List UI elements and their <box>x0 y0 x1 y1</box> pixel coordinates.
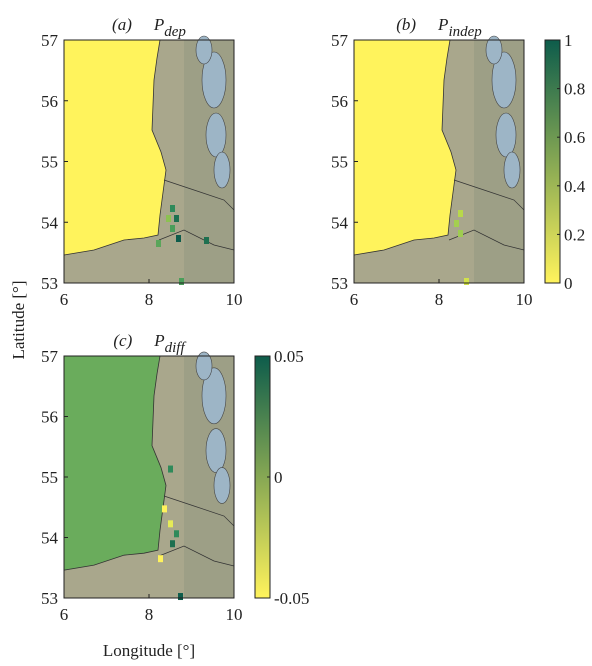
panel-label: (a) <box>112 15 132 34</box>
colorbar-tick-label: -0.05 <box>274 589 309 608</box>
cell <box>168 520 173 527</box>
y-tick-label: 56 <box>331 92 348 111</box>
cell <box>168 466 173 473</box>
lake <box>496 113 516 157</box>
x-tick-label: 8 <box>145 605 154 624</box>
cell <box>170 540 175 547</box>
sea <box>64 356 166 570</box>
colorbar-tick-label: 0 <box>274 468 283 487</box>
colorbar-tick-label: 0 <box>564 274 573 293</box>
map-panel <box>64 36 234 285</box>
colorbar-tick-label: 0.05 <box>274 347 304 366</box>
title-symbol: P <box>153 15 164 34</box>
panel-title: (c) Pdiff <box>113 331 186 356</box>
cell <box>174 215 179 222</box>
cell <box>158 555 163 562</box>
cell <box>170 205 175 212</box>
x-tick-label: 6 <box>350 290 359 309</box>
x-tick-label: 10 <box>226 605 243 624</box>
x-axis-label: Longitude [°] <box>103 641 195 660</box>
y-tick-label: 56 <box>41 408 58 427</box>
x-tick-label: 6 <box>60 605 69 624</box>
sea <box>354 40 456 255</box>
y-tick-label: 54 <box>331 213 349 232</box>
cell <box>166 215 171 222</box>
cell <box>454 220 459 227</box>
y-tick-label: 53 <box>331 274 348 293</box>
lake <box>214 152 230 188</box>
cell <box>179 278 184 285</box>
panel-title: (b) Pindep <box>396 15 482 40</box>
cell <box>176 235 181 242</box>
title-subscript: dep <box>164 24 186 40</box>
map-panel <box>64 352 234 600</box>
sea <box>64 40 166 255</box>
panel-label: (b) <box>396 15 416 34</box>
title-symbol: P <box>437 15 448 34</box>
x-tick-label: 6 <box>60 290 69 309</box>
y-axis-label: Latitude [°] <box>9 280 28 359</box>
y-tick-label: 56 <box>41 92 58 111</box>
lake <box>206 113 226 157</box>
cell <box>156 240 161 247</box>
x-tick-label: 8 <box>435 290 444 309</box>
y-tick-label: 54 <box>41 529 59 548</box>
cell <box>178 593 183 600</box>
y-tick-label: 57 <box>41 347 59 366</box>
cell <box>458 230 463 237</box>
y-tick-label: 55 <box>331 153 348 172</box>
cell <box>204 237 209 244</box>
map-panel <box>354 36 524 285</box>
panel-label: (c) <box>113 331 132 350</box>
y-tick-label: 57 <box>331 31 349 50</box>
y-tick-label: 53 <box>41 274 58 293</box>
x-tick-label: 8 <box>145 290 154 309</box>
cell <box>458 210 463 217</box>
lake <box>214 467 230 503</box>
colorbar-tick-label: 0.8 <box>564 80 585 99</box>
cell <box>174 530 179 537</box>
lake <box>206 429 226 473</box>
title-symbol: P <box>153 331 164 350</box>
figure: 68105354555657(a)Pdep68105354555657(b)Pi… <box>0 0 592 666</box>
cell <box>170 225 175 232</box>
lake <box>504 152 520 188</box>
colorbar-tick-label: 0.4 <box>564 177 586 196</box>
colorbar-tick-label: 0.2 <box>564 225 585 244</box>
panel-title: (a) Pdep <box>112 15 186 40</box>
colorbar-tick-label: 0.6 <box>564 128 585 147</box>
cell <box>162 505 167 512</box>
title-subscript: indep <box>448 24 482 40</box>
y-tick-label: 54 <box>41 213 59 232</box>
x-tick-label: 10 <box>516 290 533 309</box>
x-tick-label: 10 <box>226 290 243 309</box>
cell <box>464 278 469 285</box>
y-tick-label: 53 <box>41 589 58 608</box>
y-tick-label: 55 <box>41 153 58 172</box>
y-tick-label: 55 <box>41 468 58 487</box>
title-subscript: diff <box>165 340 187 356</box>
colorbar <box>545 40 560 283</box>
colorbar-tick-label: 1 <box>564 31 573 50</box>
y-tick-label: 57 <box>41 31 59 50</box>
